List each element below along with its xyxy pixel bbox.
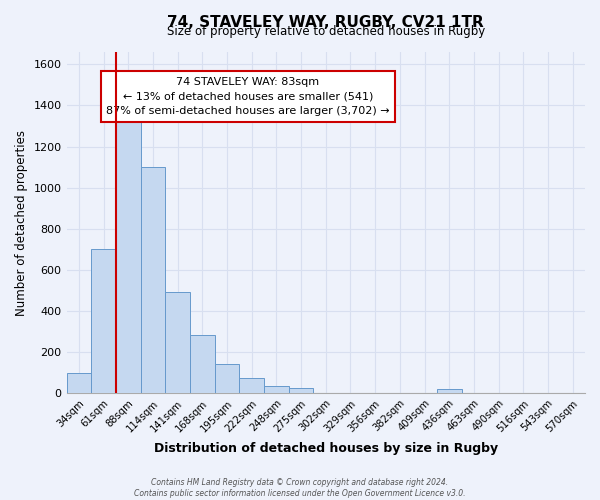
Text: Contains HM Land Registry data © Crown copyright and database right 2024.
Contai: Contains HM Land Registry data © Crown c… bbox=[134, 478, 466, 498]
Bar bbox=[289, 388, 313, 393]
Text: Size of property relative to detached houses in Rugby: Size of property relative to detached ho… bbox=[167, 26, 485, 38]
Bar bbox=[264, 386, 289, 393]
Bar bbox=[165, 292, 190, 393]
Text: 74 STAVELEY WAY: 83sqm
← 13% of detached houses are smaller (541)
87% of semi-de: 74 STAVELEY WAY: 83sqm ← 13% of detached… bbox=[106, 76, 390, 116]
Bar bbox=[140, 167, 165, 393]
Bar bbox=[91, 250, 116, 393]
Bar bbox=[67, 372, 91, 393]
Bar bbox=[437, 389, 461, 393]
Bar bbox=[116, 118, 140, 393]
Bar bbox=[190, 334, 215, 393]
Y-axis label: Number of detached properties: Number of detached properties bbox=[15, 130, 28, 316]
Title: 74, STAVELEY WAY, RUGBY, CV21 1TR: 74, STAVELEY WAY, RUGBY, CV21 1TR bbox=[167, 15, 484, 30]
Bar bbox=[239, 378, 264, 393]
Bar bbox=[215, 364, 239, 393]
X-axis label: Distribution of detached houses by size in Rugby: Distribution of detached houses by size … bbox=[154, 442, 498, 455]
